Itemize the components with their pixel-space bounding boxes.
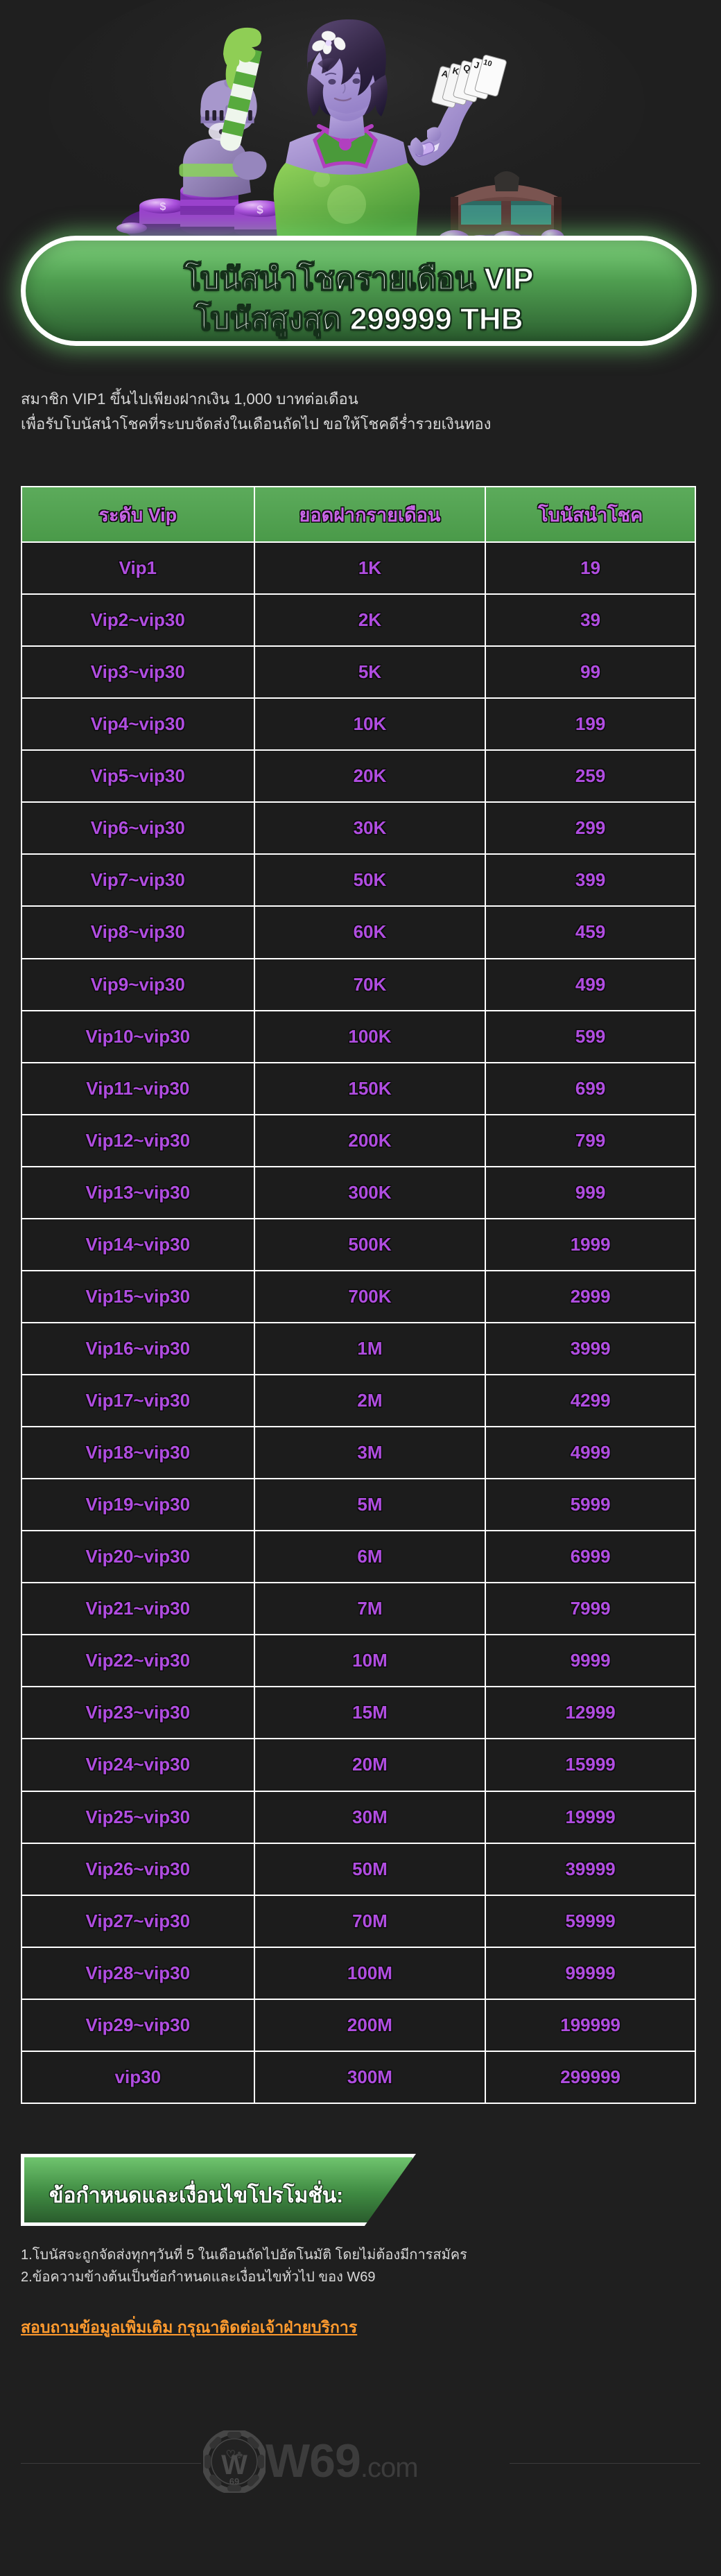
svg-text:$: $	[257, 203, 263, 216]
svg-text:69: 69	[229, 2476, 239, 2487]
svg-text:$: $	[160, 201, 166, 213]
